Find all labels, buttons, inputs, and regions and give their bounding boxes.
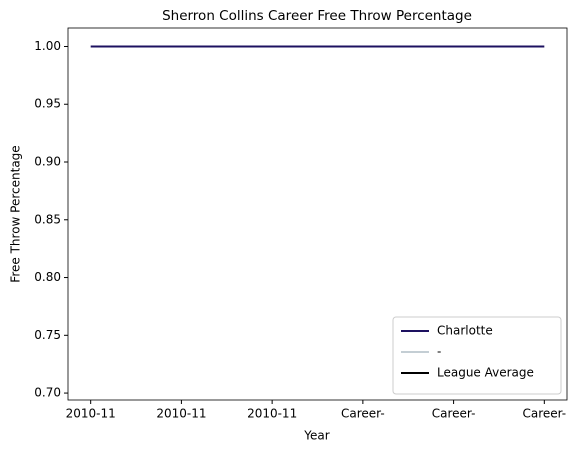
y-tick-label: 0.75 xyxy=(34,328,61,342)
y-tick-label: 1.00 xyxy=(34,39,61,53)
plot-frame xyxy=(67,27,568,401)
x-tick-label: 2010-11 xyxy=(66,407,116,421)
x-tick-label: Career- xyxy=(522,407,566,421)
legend-label: League Average xyxy=(437,366,534,380)
y-axis-label: Free Throw Percentage xyxy=(9,145,23,282)
legend-box xyxy=(392,316,562,395)
y-tick-label: 0.80 xyxy=(34,270,61,284)
x-tick-label: 2010-11 xyxy=(156,407,206,421)
y-tick-label: 0.70 xyxy=(34,386,61,400)
x-tick-label: Career- xyxy=(432,407,476,421)
legend-label: Charlotte xyxy=(437,324,493,338)
x-tick-label: Career- xyxy=(341,407,385,421)
legend-label: - xyxy=(437,345,441,359)
chart-title: Sherron Collins Career Free Throw Percen… xyxy=(162,8,472,24)
y-tick-label: 0.90 xyxy=(34,155,61,169)
y-tick-label: 0.95 xyxy=(34,97,61,111)
y-tick-label: 0.85 xyxy=(34,212,61,226)
x-axis-label: Year xyxy=(303,429,329,443)
x-tick-label: 2010-11 xyxy=(247,407,297,421)
